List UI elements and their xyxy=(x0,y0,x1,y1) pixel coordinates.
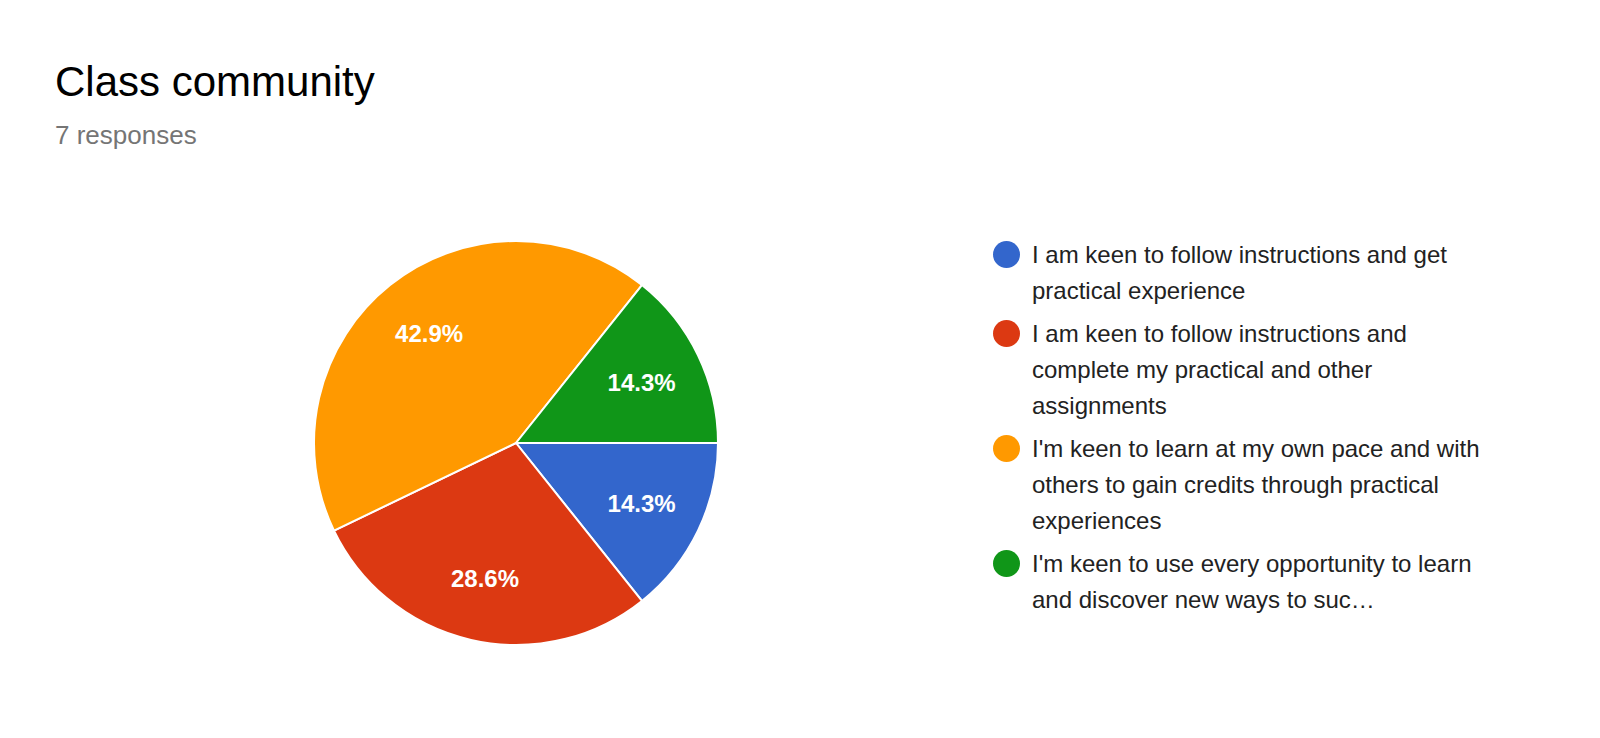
html-text:I am keen to follow instructio: I am keen to follow instructions and com… xyxy=(1032,320,1407,419)
svg-text:42.9%: 42.9% xyxy=(395,320,463,347)
svg-text:14.3%: 14.3% xyxy=(608,490,676,517)
html-text:I'm keen to learn at my own pa: I'm keen to learn at my own pace and wit… xyxy=(1032,435,1480,534)
html-text:I am keen to follow instructio: I am keen to follow instructions and get… xyxy=(1032,241,1447,304)
html-text:7 responses: 7 responses xyxy=(55,120,197,150)
html-text:I'm keen to use every opportun: I'm keen to use every opportunity to lea… xyxy=(1032,550,1472,613)
html-text:Class community: Class community xyxy=(55,58,375,105)
svg-text:14.3%: 14.3% xyxy=(608,369,676,396)
svg-text:28.6%: 28.6% xyxy=(451,565,519,592)
